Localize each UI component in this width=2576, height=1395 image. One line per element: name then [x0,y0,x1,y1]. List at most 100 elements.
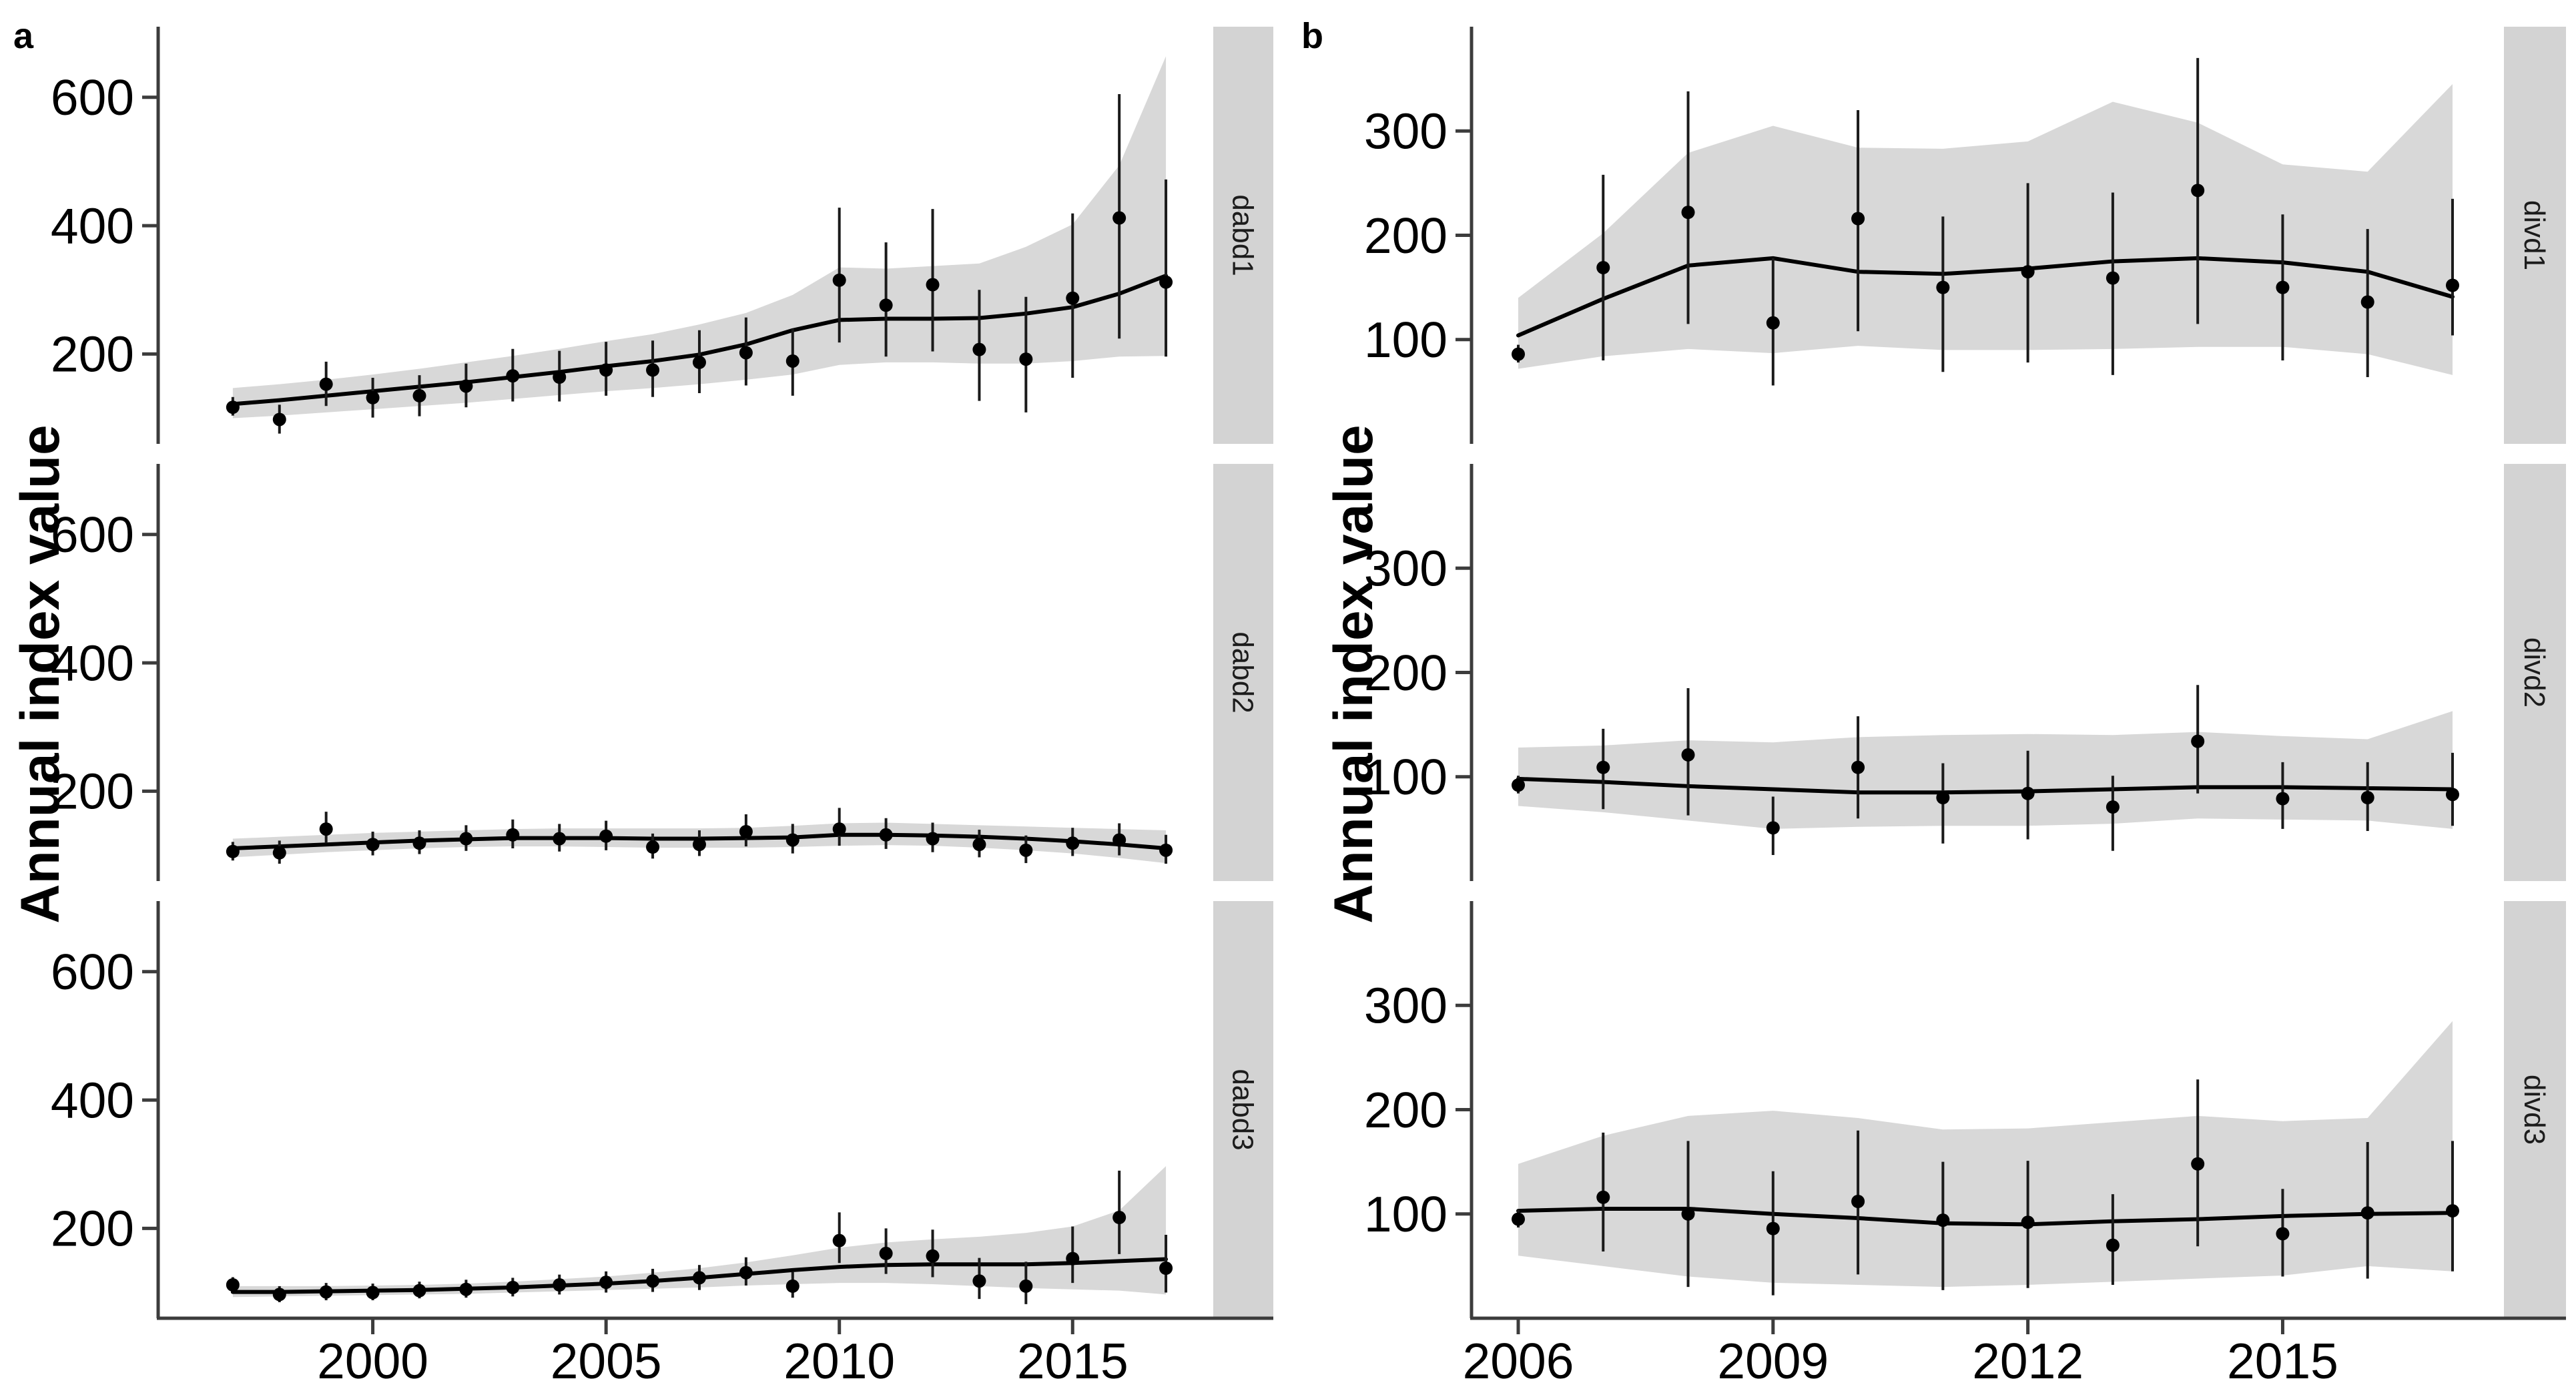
data-point [1066,291,1080,305]
data-point [272,412,286,427]
data-point [2021,1215,2035,1229]
data-point [2446,278,2459,292]
data-point [1019,352,1033,366]
data-point [2360,791,2374,804]
data-point [506,1280,520,1294]
data-point [2106,800,2120,814]
data-point [972,1274,986,1288]
data-point [2191,184,2205,198]
facet-strip-label: divd2 [2518,637,2551,708]
data-point [366,1286,380,1300]
facet-dabd2: 200 400 600 dabd2 [51,464,1273,881]
facet-strip [1213,27,1273,444]
data-point [879,1246,893,1260]
data-point [1159,275,1173,289]
facet-dabd1: 200 400 600 dabd1 [51,27,1273,444]
data-point [1681,1207,1695,1221]
y-tick-label: 200 [1364,208,1447,264]
y-tick-label: 400 [51,198,134,254]
data-point [319,822,333,836]
data-point [272,846,286,860]
confidence-ribbon [1518,83,2453,375]
data-point [2191,734,2205,748]
data-point [319,377,333,391]
facet-strip-label: dabd1 [1227,194,1259,276]
facet-strip [1213,464,1273,881]
y-tick-label: 200 [51,764,134,820]
data-point [553,832,567,846]
facet-divd1: 100 200 300 divd1 [1364,27,2566,444]
confidence-ribbon [1518,711,2453,829]
data-point [1851,760,1865,774]
data-point [2106,271,2120,285]
data-point [1936,1213,1950,1227]
data-point [832,822,846,836]
panel-b-letter: b [1301,16,1323,56]
data-point [272,1288,286,1302]
x-tick-label: 2000 [317,1333,428,1389]
facet-strip-label: dabd3 [1227,1069,1259,1150]
panel-a-letter: a [13,16,34,56]
data-point [459,832,473,846]
y-tick-label: 100 [1364,1186,1447,1242]
data-point [739,346,753,360]
data-point [1596,1190,1610,1204]
y-tick-label: 400 [51,1072,134,1128]
data-point [2446,1204,2459,1218]
chart-layer: 200 400 600 dabd1 200 400 600 dabd2 200 400 600 dab… [51,27,2566,1389]
data-point [832,273,846,287]
data-point [1512,347,1525,361]
data-point [2191,1157,2205,1171]
data-point [319,1285,333,1299]
data-point [2106,1238,2120,1252]
data-point [785,833,799,847]
data-point [1766,1221,1780,1235]
y-tick-label: 200 [51,1201,134,1257]
facet-strip [2504,27,2566,444]
y-tick-label: 100 [1364,312,1447,368]
data-point [506,369,520,383]
facet-strip [1213,901,1273,1318]
y-tick-label: 200 [1364,1082,1447,1138]
data-point [692,838,706,852]
data-point [506,828,520,842]
x-tick-label: 2010 [783,1333,895,1389]
y-tick-label: 200 [1364,645,1447,701]
y-tick-label: 300 [1364,541,1447,597]
data-point [366,838,380,852]
data-point [1851,1195,1865,1208]
data-point [1512,1212,1525,1226]
data-point [2021,786,2035,800]
data-point [1112,211,1126,225]
data-point [1596,760,1610,774]
data-point [926,832,940,846]
data-point [1066,1251,1080,1266]
data-point [459,379,473,393]
data-point [1936,791,1950,804]
data-point [2276,792,2290,806]
x-tick-label: 2005 [551,1333,662,1389]
data-point [1019,843,1033,857]
trend-line [1516,776,2455,795]
data-point [692,1271,706,1285]
data-point [553,1278,567,1292]
facet-strip-label: dabd2 [1227,631,1259,713]
y-tick-label: 600 [51,69,134,125]
data-point [1596,260,1610,274]
data-point [832,1233,846,1247]
data-point [646,1274,660,1288]
data-point [1766,821,1780,835]
data-point [553,370,567,384]
data-point [1681,748,1695,762]
facet-divd3: 100 200 300 divd3 [1364,901,2566,1318]
data-point [1112,833,1126,847]
data-point [785,1279,799,1293]
panel-a-y-axis-title: Annual index value [10,425,71,923]
data-point [599,829,613,843]
data-point [739,824,753,838]
data-point [2446,788,2459,802]
data-point [879,828,893,842]
data-point [1681,206,1695,220]
confidence-ribbon [1518,1021,2453,1288]
panel-b: 100 200 300 divd1 100 200 300 divd2 100 200 300 div… [1364,27,2566,1389]
